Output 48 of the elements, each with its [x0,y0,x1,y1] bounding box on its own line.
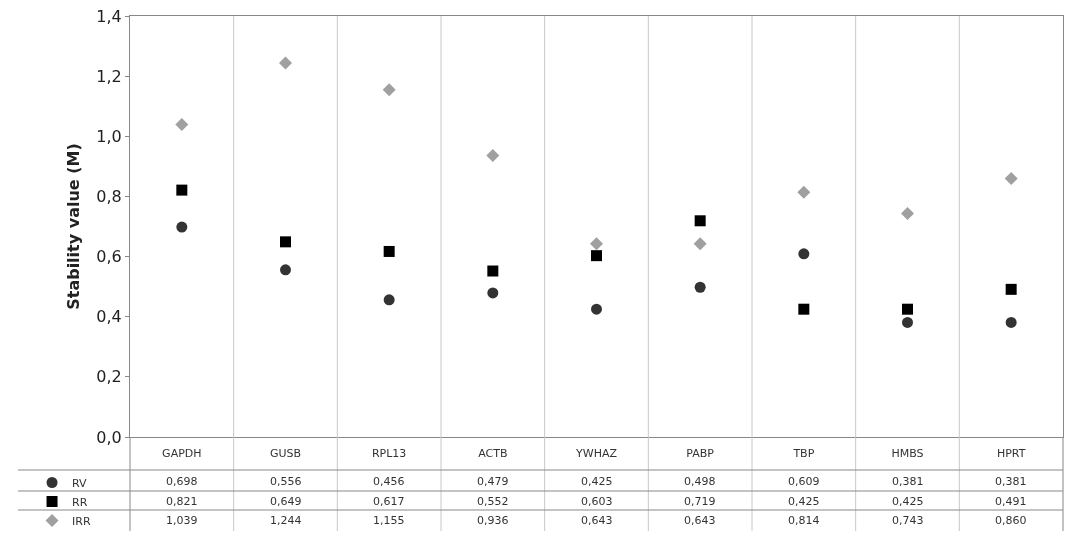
x-tick-label: HPRT [996,447,1026,461]
x-tick-label: HMBS [891,447,924,461]
data-label: 0,814 [788,514,820,527]
data-label: 0,649 [270,495,302,508]
data-label: 0,609 [788,475,820,488]
data-label: 0,743 [892,514,924,527]
x-tick-label: TBP [792,447,815,461]
legend-label: IRR [72,514,91,528]
data-label: 0,719 [684,495,716,508]
data-label: 1,244 [270,514,302,527]
data-label: 0,552 [477,495,509,508]
data-label: 0,698 [166,475,198,488]
y-tick-label: 0,8 [96,187,122,207]
x-tick-label: RPL13 [371,447,407,461]
data-label: 0,643 [684,514,716,527]
data-label: 0,381 [892,475,924,488]
x-tick-label: GAPDH [162,447,202,461]
data-label: 0,381 [995,475,1027,488]
data-label: 0,498 [684,475,716,488]
y-axis-title: Stability value (M) [64,143,84,310]
data-label: 0,603 [581,495,613,508]
data-label: 0,617 [373,495,405,508]
data-label: 1,155 [373,514,405,527]
data-label: 0,425 [892,495,924,508]
data-label: 1,039 [166,514,198,527]
y-tick-label: 0,2 [96,367,122,387]
data-label: 0,491 [995,495,1027,508]
data-label: 0,479 [477,475,509,488]
y-tick-label: 0,0 [96,427,122,447]
y-tick-label: 1,0 [96,126,122,146]
data-label: 0,425 [581,475,613,488]
data-label: 0,556 [270,475,302,488]
y-tick-label: 1,4 [96,6,122,26]
y-tick-label: 0,6 [96,247,122,267]
x-tick-label: YWHAZ [575,447,618,461]
y-tick-label: 0,4 [96,307,122,327]
data-label: 0,936 [477,514,509,527]
data-label: 0,456 [373,475,405,488]
y-tick-label: 1,2 [96,66,122,86]
data-label: 0,643 [581,514,613,527]
data-label: 0,860 [995,514,1027,527]
x-tick-label: ACTB [478,447,508,461]
data-label: 0,425 [788,495,820,508]
data-label: 0,821 [166,495,198,508]
x-tick-label: GUSB [269,447,302,461]
legend-label: RR [72,495,88,509]
x-tick-label: PABP [686,447,715,461]
legend-label: RV [72,476,88,490]
